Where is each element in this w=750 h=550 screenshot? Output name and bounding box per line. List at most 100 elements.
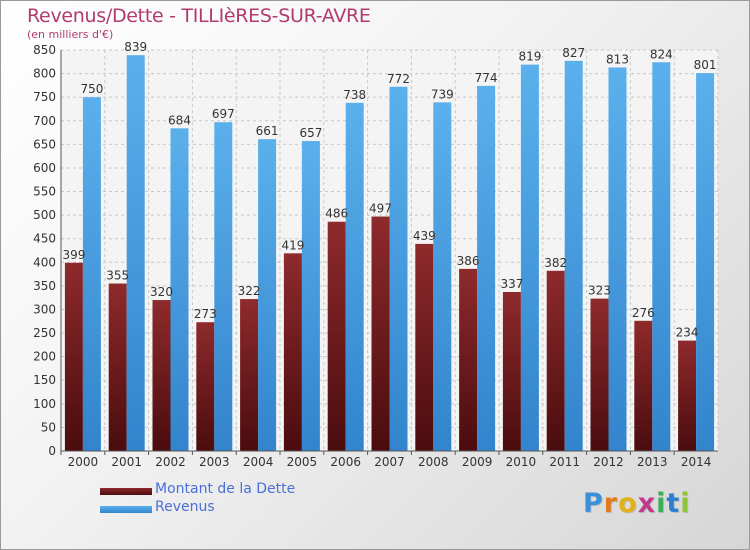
bar-debt <box>283 253 302 451</box>
logo-letter: x <box>637 488 657 519</box>
logo-letter: P <box>583 488 604 519</box>
data-label-revenus: 661 <box>256 124 279 138</box>
data-label-revenus: 839 <box>124 40 147 54</box>
x-tick-label: 2014 <box>681 455 712 469</box>
data-label-debt: 399 <box>62 248 85 262</box>
bar-debt <box>502 292 521 451</box>
data-label-revenus: 774 <box>475 71 498 85</box>
logo-letter: o <box>618 488 638 519</box>
data-label-debt: 386 <box>457 254 480 268</box>
data-label-debt: 276 <box>632 306 655 320</box>
y-tick-label: 250 <box>33 326 56 340</box>
y-tick-label: 150 <box>33 373 56 387</box>
x-tick-label: 2002 <box>155 455 186 469</box>
y-tick-label: 750 <box>33 90 56 104</box>
y-tick-label: 850 <box>33 43 56 57</box>
bar-revenus <box>82 97 101 452</box>
bar-debt <box>678 340 697 451</box>
bar-debt <box>240 299 259 451</box>
y-tick-label: 200 <box>33 350 56 364</box>
logo-letter: t <box>666 488 681 519</box>
data-label-revenus: 827 <box>562 46 585 60</box>
y-tick-label: 300 <box>33 302 56 316</box>
y-tick-label: 100 <box>33 397 56 411</box>
bar-revenus <box>696 73 715 452</box>
value-labels: 399 750 355 839 320 684 273 697 322 661 419 657 486 7… <box>62 40 716 339</box>
data-label-debt: 419 <box>281 238 304 252</box>
data-label-revenus: 750 <box>80 82 103 96</box>
logo-letter: r <box>603 488 619 519</box>
x-tick-label: 2004 <box>243 455 274 469</box>
y-tick-label: 700 <box>33 114 56 128</box>
bar-debt <box>64 262 83 451</box>
x-tick-label: 2006 <box>330 455 361 469</box>
legend-label-revenus: Revenus <box>155 499 215 515</box>
y-tick-label: 600 <box>33 161 56 175</box>
axes: 0 50 100 150 200 250 300 350 400 450 500 550 600 650 7… <box>33 43 718 469</box>
x-tick-label: 2013 <box>637 455 668 469</box>
proxiti-logo: Proxiti <box>583 488 691 519</box>
data-label-debt: 234 <box>676 326 699 340</box>
bar-revenus <box>389 86 408 452</box>
bar-revenus <box>345 102 364 451</box>
logo-letter: i <box>656 488 667 519</box>
bar-debt <box>108 283 127 451</box>
data-label-debt: 273 <box>194 307 217 321</box>
x-tick-label: 2011 <box>549 455 580 469</box>
y-tick-label: 450 <box>33 232 56 246</box>
data-label-debt: 486 <box>325 207 348 221</box>
bar-revenus <box>433 102 452 452</box>
y-tick-label: 350 <box>33 279 56 293</box>
x-tick-label: 2010 <box>506 455 537 469</box>
data-label-revenus: 684 <box>168 113 191 127</box>
x-tick-label: 2003 <box>199 455 230 469</box>
bar-revenus <box>608 67 627 451</box>
bar-debt <box>196 322 215 451</box>
bar-debt <box>152 300 171 451</box>
x-tick-label: 2000 <box>68 455 99 469</box>
legend-swatch-revenus <box>100 506 152 513</box>
data-label-revenus: 772 <box>387 72 410 86</box>
data-label-revenus: 657 <box>299 126 322 140</box>
chart-subtitle: (en milliers d'€) <box>27 28 114 41</box>
y-tick-label: 400 <box>33 255 56 269</box>
y-tick-label: 650 <box>33 137 56 151</box>
x-tick-label: 2007 <box>374 455 405 469</box>
bar-revenus <box>126 55 145 451</box>
data-label-revenus: 697 <box>212 107 235 121</box>
y-tick-label: 0 <box>48 444 56 458</box>
bar-debt <box>590 298 609 451</box>
bar-debt <box>415 243 434 451</box>
logo-letter: i <box>680 488 691 519</box>
data-label-revenus: 739 <box>431 87 454 101</box>
data-label-debt: 322 <box>238 284 261 298</box>
bar-debt <box>371 216 390 451</box>
data-label-debt: 337 <box>500 277 523 291</box>
data-label-revenus: 801 <box>694 58 717 72</box>
chart-title: Revenus/Dette - TILLIèRES-SUR-AVRE <box>27 5 371 27</box>
x-tick-label: 2001 <box>111 455 142 469</box>
data-label-revenus: 824 <box>650 47 673 61</box>
y-tick-label: 500 <box>33 208 56 222</box>
data-label-debt: 355 <box>106 269 129 283</box>
bars <box>64 55 715 452</box>
bar-debt <box>634 320 653 451</box>
data-label-debt: 320 <box>150 285 173 299</box>
x-tick-label: 2005 <box>287 455 318 469</box>
bar-debt <box>327 221 346 451</box>
y-tick-label: 800 <box>33 67 56 81</box>
x-tick-label: 2008 <box>418 455 449 469</box>
bar-revenus <box>301 141 320 451</box>
bar-debt <box>546 270 565 451</box>
y-tick-label: 550 <box>33 185 56 199</box>
bar-debt <box>459 268 478 451</box>
data-label-debt: 497 <box>369 202 392 216</box>
data-label-revenus: 813 <box>606 52 629 66</box>
bar-revenus <box>258 139 277 452</box>
bar-revenus <box>520 64 539 452</box>
legend-label-debt: Montant de la Dette <box>155 481 296 497</box>
bar-revenus <box>652 62 671 452</box>
data-label-revenus: 819 <box>518 50 541 64</box>
bar-revenus <box>214 122 233 452</box>
data-label-revenus: 738 <box>343 88 366 102</box>
